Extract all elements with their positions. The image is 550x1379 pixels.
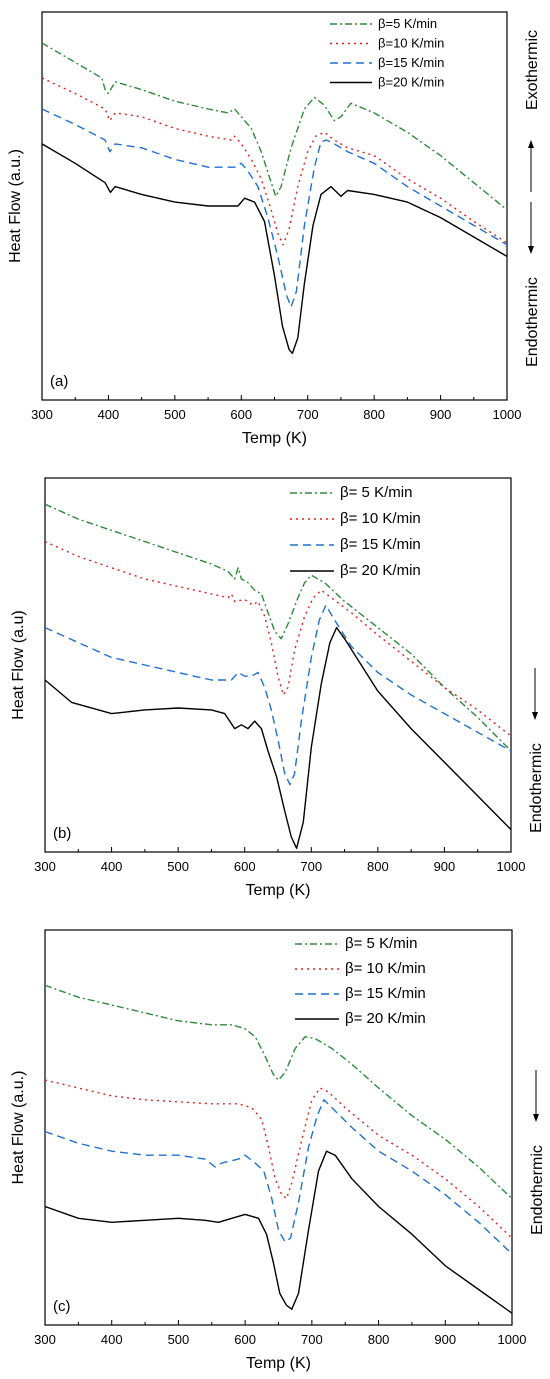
legend-label-4: β= 20 K/min (340, 562, 421, 579)
panel-label: (a) (50, 373, 68, 390)
x-tick-label: 700 (300, 859, 322, 874)
x-tick-label: 800 (367, 859, 389, 874)
x-tick-label: 600 (234, 859, 256, 874)
x-tick-label: 400 (98, 407, 120, 422)
plot-frame (44, 477, 512, 853)
series-line-1 (45, 503, 511, 752)
exo-arrow-head (528, 140, 534, 148)
legend-label-2: β= 10 K/min (345, 960, 426, 977)
series-line-2 (45, 1079, 512, 1239)
endothermic-label: Endothermic (529, 1145, 546, 1235)
chart-panel-a: 300 400 500 600 700 800 900 1000 Temp (K) Heat Fl… (7, 11, 541, 447)
series-line-3 (45, 1099, 512, 1255)
y-axis-label: Heat Flow (a.u.) (7, 149, 24, 263)
x-tick-label: 300 (31, 407, 53, 422)
endo-arrow-head (528, 246, 534, 254)
x-tick-label: 900 (434, 1332, 456, 1347)
x-tick-label: 1000 (498, 1332, 527, 1347)
legend-label-1: β= 5 K/min (345, 935, 417, 952)
legend-label-3: β=15 K/min (378, 55, 444, 70)
x-tick-label: 500 (167, 859, 189, 874)
x-tick-label: 900 (434, 859, 456, 874)
x-tick-label: 500 (164, 407, 186, 422)
legend-label-1: β= 5 K/min (340, 484, 412, 501)
legend-label-4: β= 20 K/min (345, 1010, 426, 1027)
x-axis-label: Temp (K) (246, 1355, 311, 1372)
series-line-4 (45, 626, 511, 849)
exothermic-label: Exothermic (524, 30, 541, 110)
plot-frame (44, 929, 513, 1326)
series-line-4 (42, 143, 507, 355)
x-tick-label: 700 (301, 1332, 323, 1347)
chart-panel-b: 300 400 500 600 700 800 900 1000 Temp (K) Heat Fl… (10, 477, 545, 899)
endothermic-label: Endothermic (524, 277, 541, 367)
legend-label-2: β= 10 K/min (340, 510, 421, 527)
panel-label: (b) (53, 825, 71, 842)
legend-label-3: β= 15 K/min (340, 536, 421, 553)
x-axis-label: Temp (K) (242, 430, 307, 447)
y-axis-label: Heat Flow (a.u.) (10, 1071, 27, 1185)
chart-panel-c: 300 400 500 600 700 800 900 1000 Temp (K) Heat Fl… (10, 929, 546, 1372)
x-tick-label: 400 (101, 1332, 123, 1347)
x-tick-label: 800 (368, 1332, 390, 1347)
legend-label-2: β=10 K/min (378, 36, 444, 51)
endo-arrow-head (532, 712, 538, 720)
endo-arrow-head (533, 1114, 539, 1122)
y-axis-label: Heat Flow (a.u) (10, 610, 27, 719)
series-line-1 (42, 42, 507, 211)
x-tick-label: 1000 (493, 407, 522, 422)
series-line-1 (45, 984, 512, 1200)
endothermic-label: Endothermic (528, 743, 545, 833)
x-tick-label: 500 (168, 1332, 190, 1347)
series-line-3 (45, 604, 511, 786)
series-line-4 (45, 1150, 512, 1314)
x-tick-label: 800 (363, 407, 385, 422)
series-line-2 (42, 77, 507, 246)
plot-frame (41, 11, 508, 401)
x-axis-label: Temp (K) (246, 882, 311, 899)
series-line-3 (42, 108, 507, 308)
panel-label: (c) (53, 1298, 71, 1315)
x-tick-label: 700 (297, 407, 319, 422)
legend-label-4: β=20 K/min (378, 75, 444, 90)
x-tick-label: 400 (101, 859, 123, 874)
x-tick-label: 1000 (497, 859, 526, 874)
x-tick-label: 300 (34, 1332, 56, 1347)
series-line-2 (45, 540, 511, 737)
legend-label-3: β= 15 K/min (345, 985, 426, 1002)
legend-label-1: β=5 K/min (378, 16, 437, 31)
x-tick-label: 900 (430, 407, 452, 422)
x-tick-label: 600 (234, 1332, 256, 1347)
x-tick-label: 600 (230, 407, 252, 422)
x-tick-label: 300 (34, 859, 56, 874)
